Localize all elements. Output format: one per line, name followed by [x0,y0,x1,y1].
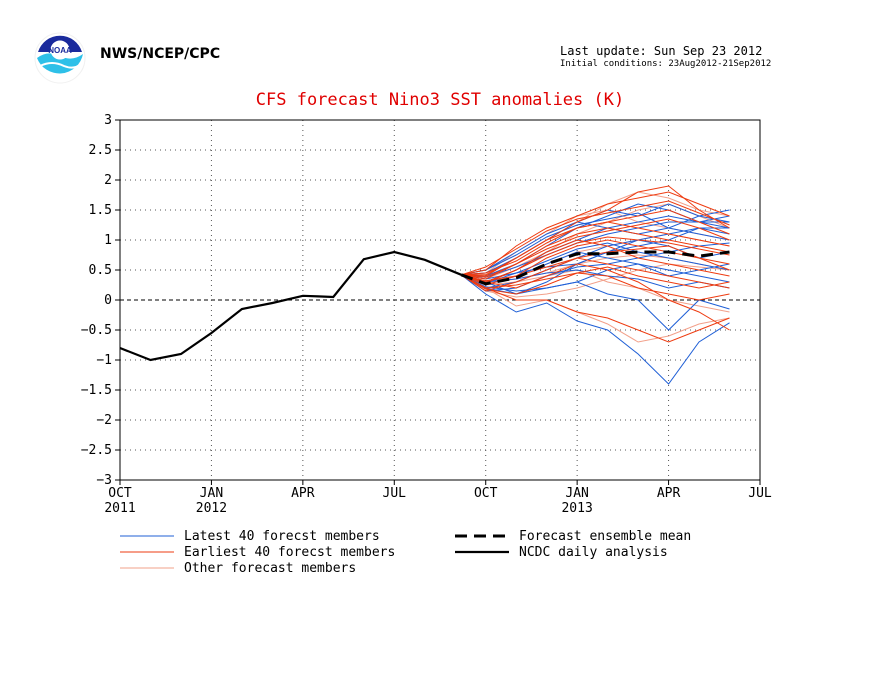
x-tick-label: APR [657,486,681,501]
legend-latest-label: Latest 40 forecst members [184,529,380,544]
forecast-members [460,185,730,385]
y-tick-label: −0.5 [81,323,112,338]
earliest-member-line [461,221,730,276]
legend-mean-label: Forecast ensemble mean [519,529,691,544]
x-tick-label: JAN [565,486,588,501]
svg-text:NOAA: NOAA [48,46,72,55]
earliest-member-line [461,200,730,276]
earliest-member-line [461,272,730,301]
y-tick-label: −1 [96,353,112,368]
y-tick-label: 1.5 [89,203,112,218]
x-tick-year: 2011 [104,501,135,516]
y-tick-label: 0 [104,293,112,308]
x-tick-label: OCT [474,486,498,501]
plot-frame [119,119,761,481]
y-tick-label: 2.5 [89,143,112,158]
earliest-member-line [461,227,730,280]
earliest-member-line [461,239,730,283]
noaa-logo: NOAA [34,32,86,84]
earliest-member-line [461,266,730,295]
ncdc-analysis-line [119,250,462,362]
y-tick-label: −3 [96,473,112,488]
y-tick-label: −2.5 [81,443,112,458]
y-tick-label: −1.5 [81,383,112,398]
latest-member-line [461,274,730,331]
latest-member-line [461,242,730,292]
agency-name: NWS/NCEP/CPC [100,46,221,62]
ensemble-mean-line [460,250,730,286]
legend-other-label: Other forecast members [184,561,356,576]
x-tick-label: JAN [200,486,223,501]
grid [120,120,760,480]
initial-conditions: Initial conditions: 23Aug2012-21Sep2012 [560,59,772,69]
latest-member-line [461,221,730,278]
y-tick-label: 3 [104,113,112,128]
latest-member-line [461,212,730,276]
other-member-line [461,191,730,277]
earliest-member-line [461,263,730,331]
earliest-member-line [461,274,730,343]
y-tick-label: 1 [104,233,112,248]
latest-member-line [460,274,730,385]
x-tick-label: OCT [108,486,132,501]
ensemble-mean-layer [460,250,730,286]
y-tick-label: −2 [96,413,112,428]
earliest-member-line [461,218,730,278]
legend-ncdc-label: NCDC daily analysis [519,545,668,560]
x-tick-label: JUL [748,486,772,501]
legend-earliest-label: Earliest 40 forecst members [184,545,395,560]
x-tick-year: 2013 [561,501,592,516]
latest-member-line [461,263,730,292]
axes: 32.521.510.50−0.5−1−1.5−2−2.5−3OCT2011JA… [81,113,772,516]
other-member-line [461,274,730,343]
observed-layer [119,250,462,362]
x-tick-label: JUL [383,486,407,501]
y-tick-label: 0.5 [89,263,112,278]
x-tick-year: 2012 [196,501,227,516]
last-update: Last update: Sun Sep 23 2012 [560,44,763,58]
x-tick-label: APR [291,486,315,501]
earliest-member-line [461,257,730,289]
earliest-member-line [461,236,730,284]
chart-title: CFS forecast Nino3 SST anomalies (K) [255,90,625,110]
y-tick-label: 2 [104,173,112,188]
